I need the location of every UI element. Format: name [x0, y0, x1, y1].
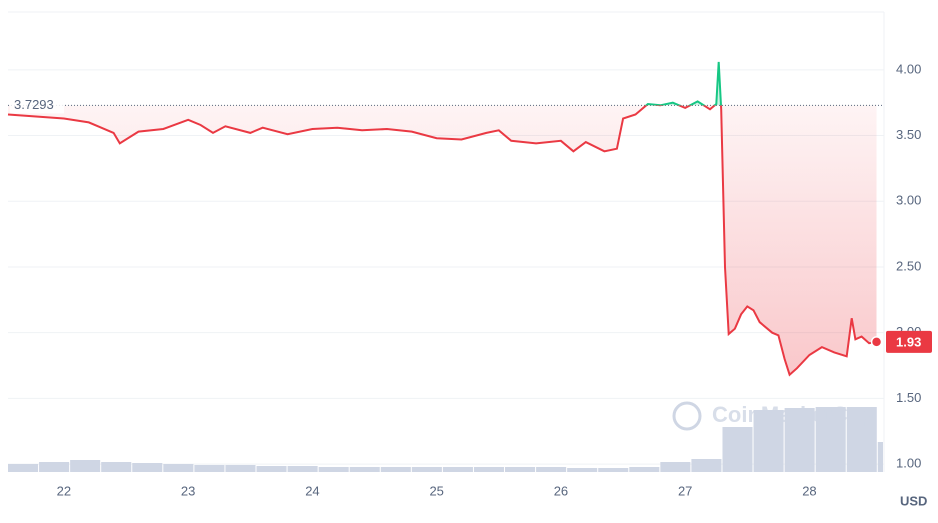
volume-bar — [132, 463, 163, 472]
x-tick-label: 25 — [429, 483, 443, 498]
currency-label: USD — [900, 493, 927, 508]
volume-bar — [722, 427, 753, 472]
volume-bar — [753, 410, 784, 472]
volume-bar — [442, 467, 473, 472]
volume-bar — [660, 462, 691, 472]
volume-bar — [101, 462, 132, 472]
y-tick-label: 1.00 — [896, 456, 921, 471]
watermark-logo — [672, 401, 702, 431]
volume-bar — [846, 407, 877, 472]
volume-bar — [629, 467, 660, 472]
volume-bar — [194, 465, 225, 472]
volume-bar — [39, 462, 70, 472]
x-tick-label: 24 — [305, 483, 319, 498]
volume-bar — [225, 465, 256, 472]
volume-bar — [256, 466, 287, 472]
volume-bar — [877, 442, 883, 472]
volume-bar — [598, 468, 629, 472]
volume-bar — [411, 467, 442, 472]
x-tick-label: 23 — [181, 483, 195, 498]
baseline-label-bg — [10, 95, 64, 114]
volume-bar — [691, 459, 722, 472]
baseline-label: 3.7293 — [14, 97, 54, 112]
volume-bar — [815, 407, 846, 472]
x-tick-label: 22 — [57, 483, 71, 498]
area-down — [8, 105, 877, 375]
watermark: CoinMarketCap — [712, 402, 873, 427]
last-point — [870, 336, 883, 348]
y-tick-label: 2.50 — [896, 258, 921, 273]
last-price-label: 1.93 — [896, 334, 921, 349]
volume-bar — [536, 467, 567, 472]
volume-bar — [473, 467, 505, 472]
volume-bar — [784, 408, 815, 472]
y-tick-label: 4.00 — [896, 61, 921, 76]
volume-bar — [349, 467, 380, 472]
y-tick-label: 3.00 — [896, 193, 921, 208]
y-tick-label: 3.50 — [896, 127, 921, 142]
volume-bar — [8, 464, 39, 472]
volume-bar — [380, 467, 411, 472]
price-line — [7, 105, 877, 377]
volume-bar — [567, 468, 598, 472]
volume-bar — [287, 466, 318, 472]
volume-bar — [163, 464, 194, 472]
y-tick-label: 1.50 — [896, 390, 921, 405]
volume-bar — [318, 467, 349, 472]
last-price-box — [886, 330, 932, 353]
volume-bar — [70, 460, 101, 472]
volume-bar — [505, 467, 536, 472]
x-tick-label: 27 — [678, 483, 692, 498]
x-tick-label: 26 — [554, 483, 568, 498]
x-tick-label: 28 — [802, 483, 816, 498]
